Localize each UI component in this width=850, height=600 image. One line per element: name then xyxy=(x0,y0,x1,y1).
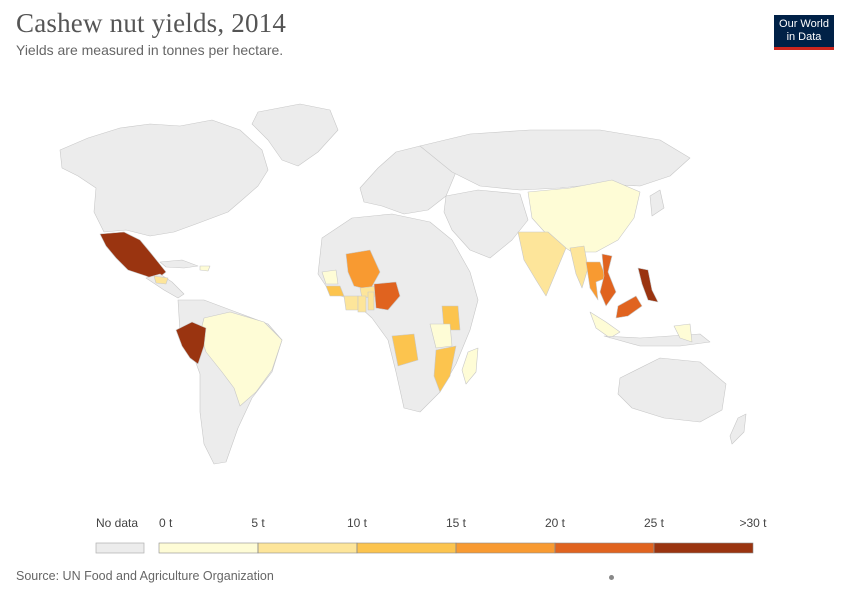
country-mozambique[interactable] xyxy=(433,345,457,393)
legend-tick-label: 15 t xyxy=(446,516,467,530)
country-vietnam[interactable] xyxy=(599,253,617,307)
country-russia[interactable] xyxy=(419,129,691,191)
legend-bin-1[interactable] xyxy=(257,542,358,554)
country-myanmar[interactable] xyxy=(569,245,589,289)
legend-tick-label: 5 t xyxy=(251,516,265,530)
country-north-america[interactable] xyxy=(59,119,269,237)
country-senegal[interactable] xyxy=(321,269,339,285)
country-japan[interactable] xyxy=(649,189,665,217)
legend-tick-label: >30 t xyxy=(739,516,767,530)
legend-no-data-swatch[interactable] xyxy=(95,542,145,554)
country-caribbean[interactable] xyxy=(159,259,199,269)
legend-no-data-label: No data xyxy=(96,516,138,530)
country-indonesia[interactable] xyxy=(589,311,621,339)
country-middle-east[interactable] xyxy=(443,189,529,259)
country-new-zealand[interactable] xyxy=(729,413,747,445)
country-tanzania[interactable] xyxy=(429,323,453,349)
legend-tick-label: 0 t xyxy=(159,516,173,530)
country-brazil[interactable] xyxy=(199,311,283,407)
country-europe[interactable] xyxy=(359,145,457,215)
country-honduras[interactable] xyxy=(153,275,169,285)
legend-bin-5[interactable] xyxy=(653,542,754,554)
legend-bin-4[interactable] xyxy=(554,542,655,554)
country-greenland[interactable] xyxy=(251,103,339,167)
legend-tick-label: 10 t xyxy=(347,516,368,530)
legend-ticks: 0 t 5 t 10 t 15 t 20 t 25 t >30 t xyxy=(159,516,767,553)
country-dominican-republic[interactable] xyxy=(199,265,211,272)
logo-line-1: Our World xyxy=(779,18,829,30)
country-malaysia[interactable] xyxy=(615,295,643,319)
legend-bin-3[interactable] xyxy=(455,542,556,554)
country-china[interactable] xyxy=(527,179,641,253)
country-madagascar[interactable] xyxy=(461,347,479,385)
country-australia[interactable] xyxy=(617,357,727,423)
country-thailand[interactable] xyxy=(585,261,607,301)
chart-subtitle: Yields are measured in tonnes per hectar… xyxy=(16,42,284,58)
country-peru[interactable] xyxy=(175,321,207,365)
legend-tick-label: 25 t xyxy=(644,516,665,530)
country-nigeria[interactable] xyxy=(373,281,401,311)
timeline-dot-icon[interactable] xyxy=(609,575,614,580)
source-note: Source: UN Food and Agriculture Organiza… xyxy=(16,569,274,583)
legend-bin-2[interactable] xyxy=(356,542,457,554)
country-philippines[interactable] xyxy=(637,267,659,303)
owid-logo[interactable]: Our World in Data xyxy=(774,15,834,50)
country-india[interactable] xyxy=(517,231,567,297)
legend-tick-label: 20 t xyxy=(545,516,566,530)
logo-line-2: in Data xyxy=(786,31,822,43)
legend-bin-0[interactable] xyxy=(158,542,259,554)
country-benin[interactable] xyxy=(367,291,375,311)
country-angola[interactable] xyxy=(391,333,419,367)
chart-title: Cashew nut yields, 2014 xyxy=(16,8,287,38)
country-ghana[interactable] xyxy=(357,295,367,313)
country-timor-leste[interactable] xyxy=(673,323,693,343)
